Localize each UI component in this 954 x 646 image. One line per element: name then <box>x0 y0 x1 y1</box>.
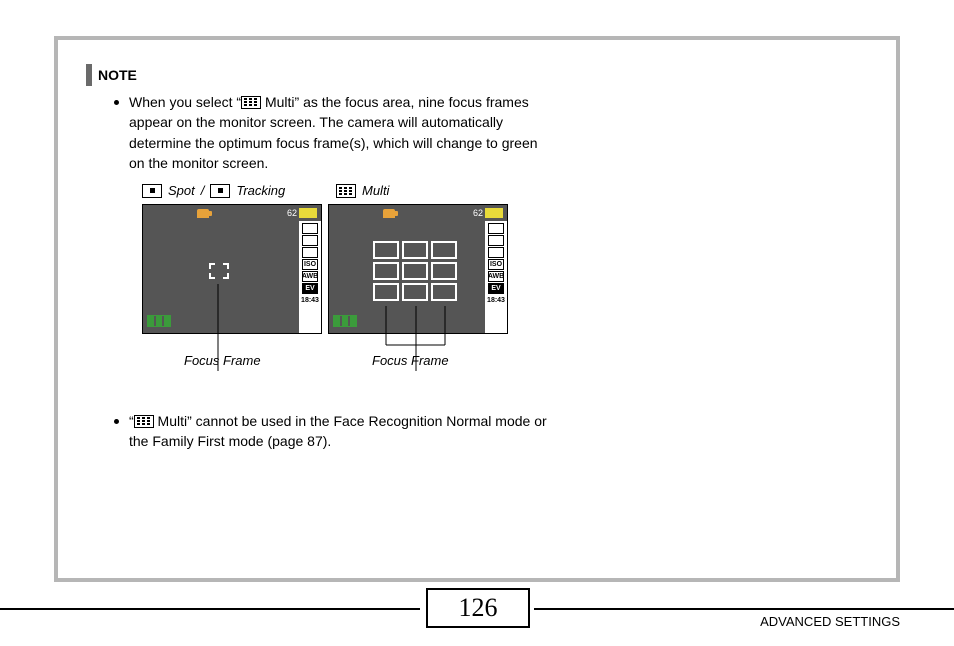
spot-icon <box>142 184 162 198</box>
note-title: NOTE <box>98 67 137 83</box>
spot-screen-topbar: 62 <box>143 205 321 221</box>
setting-awb: AWB <box>488 271 504 282</box>
setting-box <box>488 235 504 246</box>
spot-right-settings-column: ISO AWB EV 18:43 <box>299 221 321 333</box>
multi-focus-grid <box>373 241 457 301</box>
shot-count: 62 <box>473 208 483 218</box>
multi-label-group: Multi <box>336 183 516 198</box>
focus-frame-label-1: Focus Frame <box>184 353 261 368</box>
camera-icon <box>383 209 395 218</box>
multi-grid-icon <box>241 96 261 109</box>
focus-frame-label-2: Focus Frame <box>372 353 449 368</box>
setting-box <box>302 223 318 234</box>
label-multi: Multi <box>362 183 389 198</box>
screens-row: 62 ISO AWB EV 18:43 <box>142 204 868 334</box>
bullet-dot-icon <box>114 419 119 424</box>
label-spot: Spot <box>168 183 195 198</box>
label-slash: / <box>201 183 205 198</box>
note-bullet-1: When you select “ Multi” as the focus ar… <box>114 92 868 173</box>
bullet-dot-icon <box>114 100 119 105</box>
note-bullet-2: “ Multi” cannot be used in the Face Reco… <box>114 411 868 452</box>
focus-area-diagram: Spot / Tracking Multi 62 <box>142 183 868 393</box>
setting-time: 18:43 <box>302 295 318 306</box>
bullet-2-text: “ Multi” cannot be used in the Face Reco… <box>129 411 549 452</box>
footer-rule-right <box>534 608 954 610</box>
setting-box <box>488 223 504 234</box>
setting-box <box>488 247 504 258</box>
setting-ev: EV <box>302 283 318 294</box>
bullet-1-text: When you select “ Multi” as the focus ar… <box>129 92 549 173</box>
spot-focus-frame <box>209 263 229 279</box>
note-heading: NOTE <box>86 64 868 86</box>
spot-tracking-label-group: Spot / Tracking <box>142 183 332 198</box>
bullet1-pre: When you select “ <box>129 94 241 110</box>
multi-grid-icon <box>134 415 154 428</box>
diagram-label-row: Spot / Tracking Multi <box>142 183 868 198</box>
label-tracking: Tracking <box>236 183 285 198</box>
spot-screen: 62 ISO AWB EV 18:43 <box>142 204 322 334</box>
multi-screen: 62 ISO AWB EV 18:43 <box>328 204 508 334</box>
tracking-icon <box>210 184 230 198</box>
setting-box <box>302 235 318 246</box>
section-name: ADVANCED SETTINGS <box>760 614 900 629</box>
shot-count: 62 <box>287 208 297 218</box>
battery-icon <box>333 315 357 327</box>
camera-icon <box>197 209 209 218</box>
multi-screen-topbar: 62 <box>329 205 507 221</box>
multi-right-settings-column: ISO AWB EV 18:43 <box>485 221 507 333</box>
quality-badge-icon <box>299 208 317 218</box>
setting-time: 18:43 <box>488 295 504 306</box>
setting-box <box>302 247 318 258</box>
setting-iso: ISO <box>302 259 318 270</box>
quality-badge-icon <box>485 208 503 218</box>
page-number: 126 <box>426 588 530 628</box>
manual-page: NOTE When you select “ Multi” as the foc… <box>54 36 900 582</box>
bullet2-post: Multi” cannot be used in the Face Recogn… <box>129 413 547 449</box>
setting-awb: AWB <box>302 271 318 282</box>
multi-icon <box>336 184 356 198</box>
setting-iso: ISO <box>488 259 504 270</box>
battery-icon <box>147 315 171 327</box>
note-accent-bar <box>86 64 92 86</box>
setting-ev: EV <box>488 283 504 294</box>
footer-rule-left <box>0 608 420 610</box>
